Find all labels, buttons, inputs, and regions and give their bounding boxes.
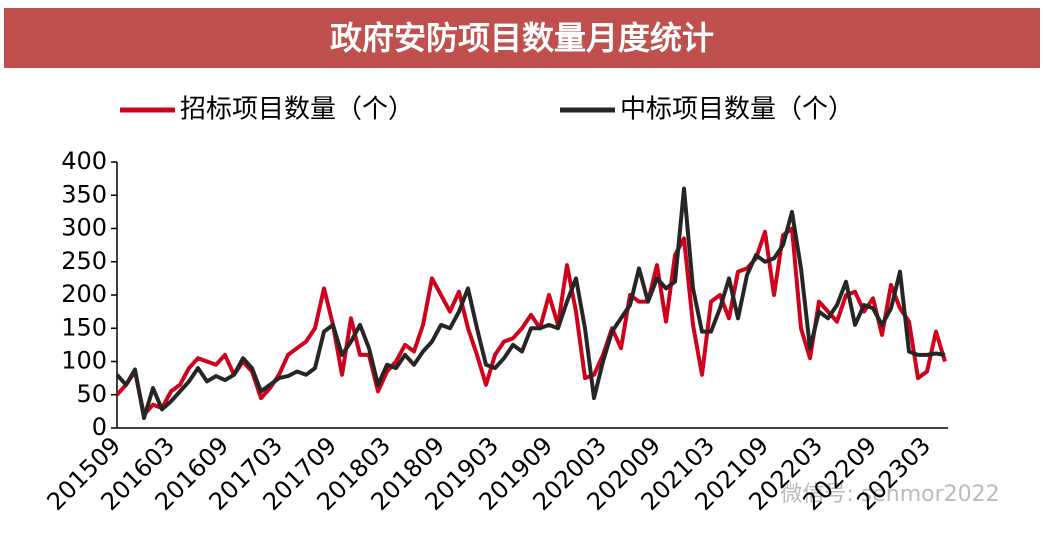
title-bar bbox=[4, 8, 1040, 68]
y-tick-label: 250 bbox=[61, 247, 107, 275]
y-tick-label: 100 bbox=[61, 347, 107, 375]
y-tick-label: 150 bbox=[61, 313, 107, 341]
y-tick-label: 300 bbox=[61, 214, 107, 242]
y-tick-label: 50 bbox=[76, 380, 107, 408]
legend-label: 招标项目数量（个） bbox=[180, 95, 414, 125]
chart-title: 政府安防项目数量月度统计 bbox=[330, 19, 714, 57]
y-tick-label: 0 bbox=[92, 413, 107, 441]
y-tick-label: 200 bbox=[61, 280, 107, 308]
watermark: 微信号: senmor2022 bbox=[780, 482, 999, 507]
data-line bbox=[115, 226, 947, 417]
y-tick-label: 400 bbox=[61, 147, 107, 175]
data-line bbox=[115, 186, 946, 420]
y-tick-label: 350 bbox=[61, 180, 107, 208]
legend-label: 中标项目数量（个） bbox=[620, 95, 854, 125]
